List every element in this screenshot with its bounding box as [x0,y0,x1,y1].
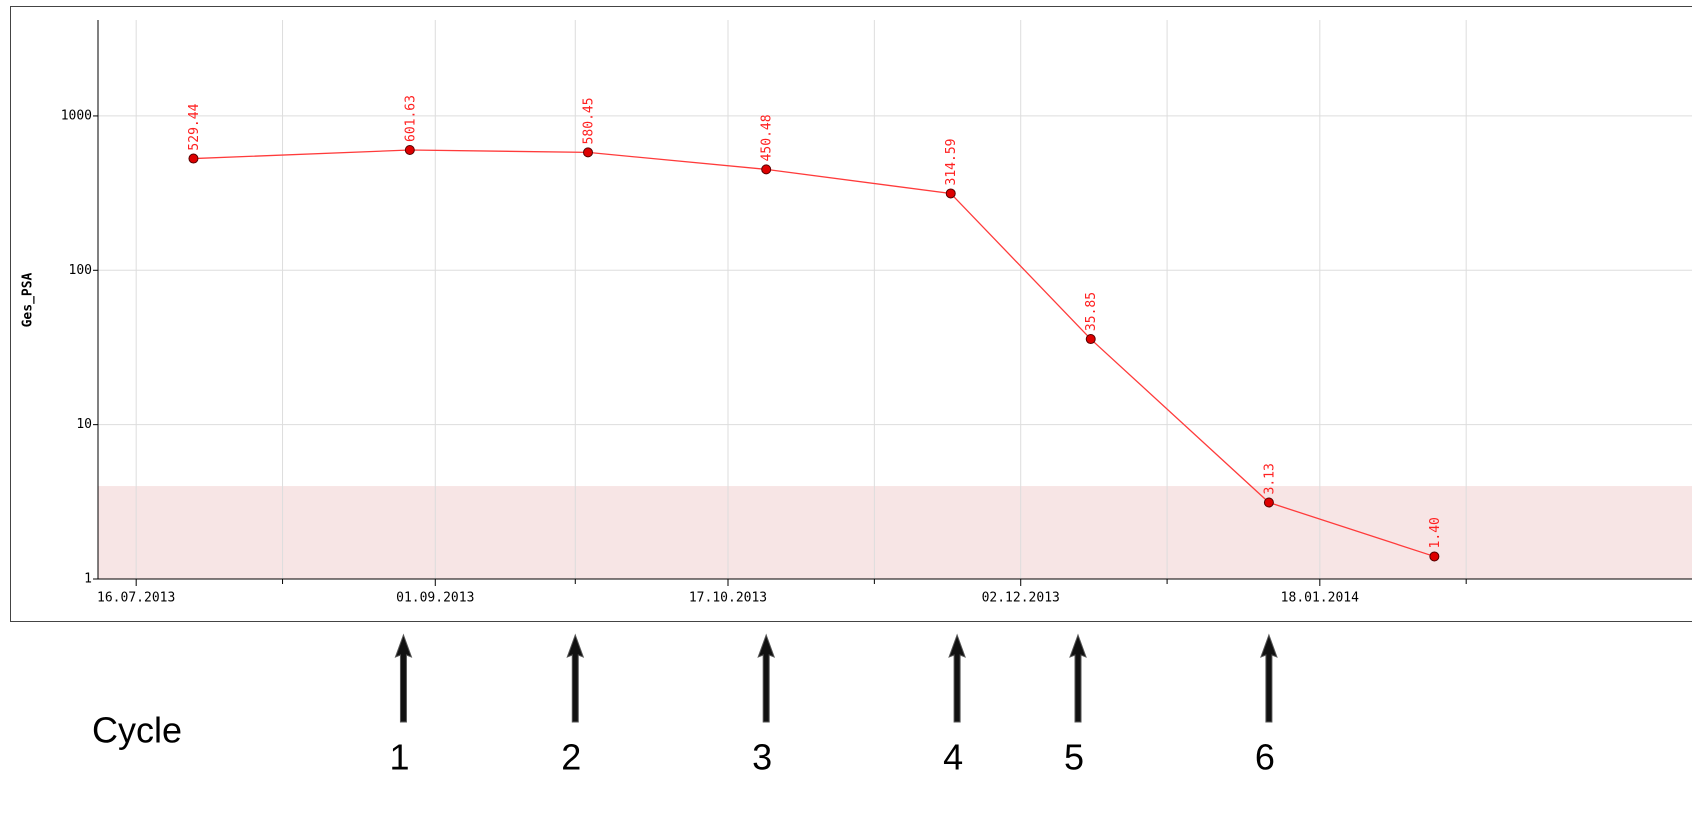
value-label: 601.63 [403,95,418,142]
cycle-arrow [948,633,966,723]
cycle-arrow [1260,633,1278,723]
cycle-arrow [757,633,776,723]
data-line [193,149,1435,558]
cycle-arrow [566,633,585,723]
y-tick-label: 1 [84,572,92,587]
cycle-arrow [394,633,413,723]
value-label: 1.40 [1428,517,1443,548]
data-point [188,153,199,164]
x-tick-label: 01.09.2013 [396,591,474,606]
y-tick-label: 1000 [61,108,92,123]
y-tick-label: 100 [69,263,92,278]
x-tick-label: 17.10.2013 [689,591,767,606]
data-point [761,164,772,175]
cycle-number: 5 [1064,737,1084,778]
data-point [404,144,415,155]
cycle-number: 4 [943,737,963,778]
y-axis-label: Ges_PSA [21,272,36,327]
value-label: 3.13 [1262,463,1277,494]
data-point [1263,497,1274,508]
cycle-label: Cycle [92,710,182,751]
x-tick-label: 02.12.2013 [982,591,1060,606]
value-label: 314.59 [944,138,959,185]
cycle-number: 2 [561,737,581,778]
cycle-number: 1 [389,737,409,778]
data-point [1085,334,1096,345]
value-label: 529.44 [187,103,202,150]
x-tick-label: 16.07.2013 [97,591,175,606]
y-tick-label: 10 [76,417,92,432]
cycle-number: 3 [752,737,772,778]
cycle-number: 6 [1255,737,1275,778]
x-tick-label: 18.01.2014 [1281,591,1359,606]
value-label: 580.45 [582,97,597,144]
reference-band [98,486,1692,579]
value-label: 450.48 [760,114,775,161]
data-point [945,188,956,199]
cycle-arrow [1069,633,1087,723]
data-point [583,147,593,158]
value-label: 35.85 [1084,292,1099,331]
data-point [1429,551,1440,562]
